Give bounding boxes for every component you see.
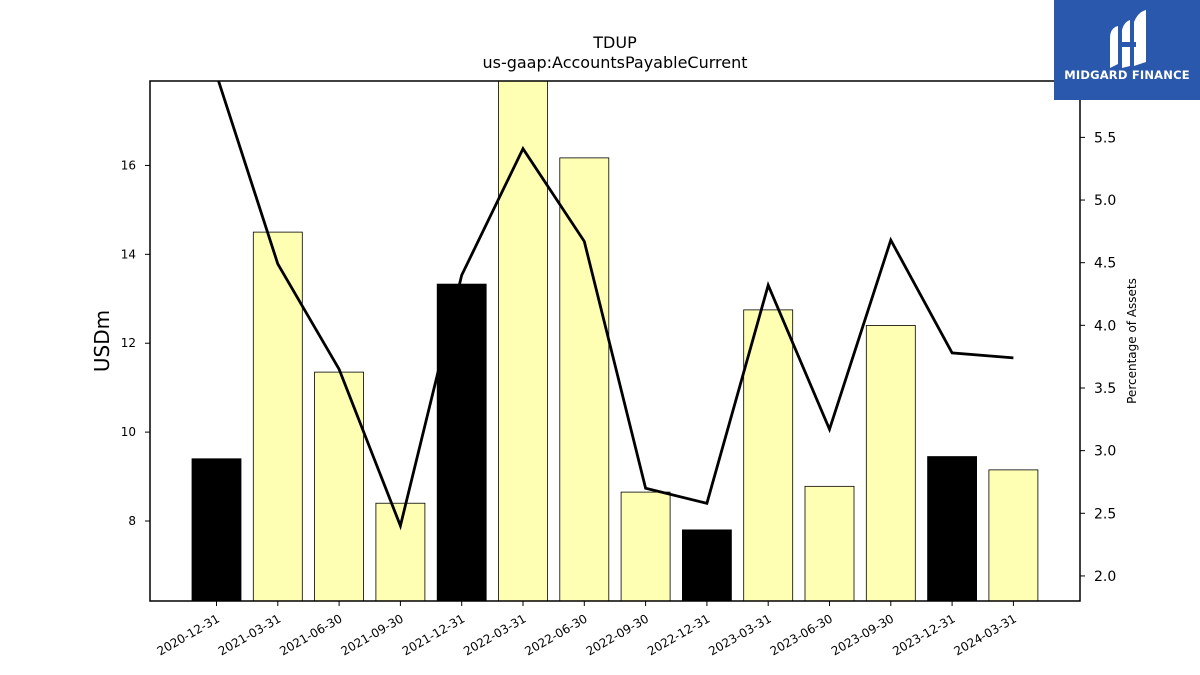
y-tick-label: 10 xyxy=(121,425,136,439)
y2-axis-label: Percentage of Assets xyxy=(1125,278,1139,404)
x-tick-label: 2021-09-30 xyxy=(338,611,405,658)
logo-text: MIDGARD FINANCE xyxy=(1064,68,1190,82)
bar-2021-06-30 xyxy=(314,371,365,601)
bar-series xyxy=(191,81,1039,601)
bar-2022-09-30 xyxy=(620,491,671,601)
x-tick-label: 2020-12-31 xyxy=(155,611,222,658)
y2-tick-label: 5.0 xyxy=(1094,193,1116,209)
x-tick-label: 2023-12-31 xyxy=(890,611,957,658)
bar-2021-12-31 xyxy=(436,283,487,601)
x-tick-label: 2022-03-31 xyxy=(461,611,528,658)
y2-tick-label: 2.0 xyxy=(1094,569,1116,585)
bar-2023-12-31 xyxy=(927,456,977,601)
x-tick-label: 2021-06-30 xyxy=(277,611,344,658)
x-tick-label: 2023-03-31 xyxy=(706,611,773,658)
bar-2021-09-30 xyxy=(375,502,426,601)
bar-2020-12-31 xyxy=(191,458,242,601)
bar-2021-03-31 xyxy=(252,231,303,601)
percentage-line xyxy=(217,81,1014,531)
right-axis: 2.0 2.5 3.0 3.5 4.0 4.5 5.0 5.5 xyxy=(1080,130,1116,585)
x-tick-label: 2023-09-30 xyxy=(829,611,896,658)
y2-tick-label: 4.5 xyxy=(1094,256,1116,272)
y2-tick-label: 3.0 xyxy=(1094,444,1116,460)
bar-2022-12-31 xyxy=(682,529,732,601)
x-tick-label: 2021-12-31 xyxy=(400,611,467,658)
midgard-finance-logo: MIDGARD FINANCE xyxy=(1054,0,1200,100)
line-series xyxy=(217,81,1014,531)
logo-mark-icon xyxy=(1110,10,1146,68)
bar-2023-09-30 xyxy=(865,325,916,601)
y-tick-label: 14 xyxy=(121,247,136,261)
plot-frame xyxy=(149,80,1081,602)
bar-2022-06-30 xyxy=(559,157,610,601)
x-axis: 2020-12-312021-03-312021-06-302021-09-30… xyxy=(155,601,1019,658)
left-axis: 8 10 12 14 16 xyxy=(121,158,150,528)
y-tick-label: 16 xyxy=(121,158,136,172)
chart-title: TDUP xyxy=(592,33,637,52)
x-tick-label: 2021-03-31 xyxy=(216,611,283,658)
bar-2022-03-31 xyxy=(498,81,548,601)
x-tick-label: 2022-09-30 xyxy=(584,611,651,658)
y2-tick-label: 2.5 xyxy=(1094,506,1116,522)
bar-2024-03-31 xyxy=(988,469,1039,601)
x-tick-label: 2024-03-31 xyxy=(951,611,1018,658)
bar-2023-03-31 xyxy=(743,309,794,601)
chart-subtitle: us-gaap:AccountsPayableCurrent xyxy=(482,53,747,72)
y-tick-label: 12 xyxy=(121,336,136,350)
x-tick-label: 2022-06-30 xyxy=(522,611,589,658)
y-tick-label: 8 xyxy=(128,514,136,528)
y2-tick-label: 4.0 xyxy=(1094,318,1116,334)
y2-tick-label: 3.5 xyxy=(1094,381,1116,397)
y-axis-label: USDm xyxy=(90,310,114,372)
x-tick-label: 2023-06-30 xyxy=(768,611,835,658)
x-tick-label: 2022-12-31 xyxy=(645,611,712,658)
bar-2023-06-30 xyxy=(804,485,855,601)
y2-tick-label: 5.5 xyxy=(1094,130,1116,146)
